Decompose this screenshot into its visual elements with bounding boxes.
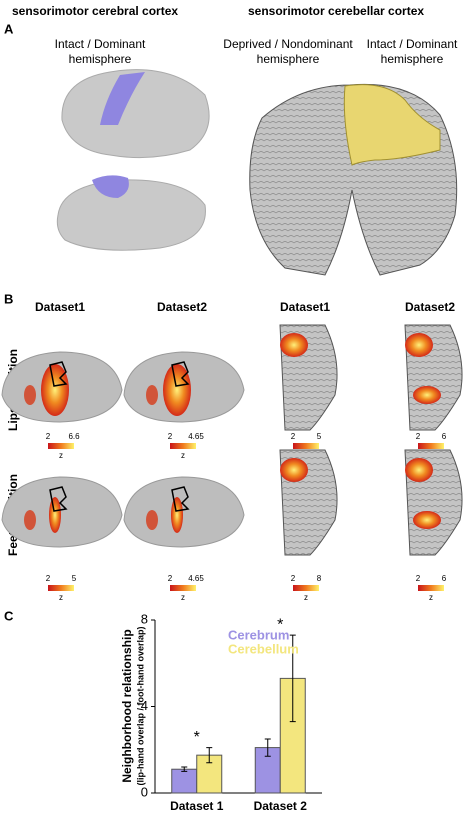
column-header: Dataset1 [280, 300, 330, 314]
colorbar [293, 585, 319, 591]
colorbar-max: 5 [317, 432, 322, 441]
colorbar-min: 2 [416, 432, 421, 441]
region-patch [92, 175, 129, 198]
activation [280, 458, 308, 482]
column-header: Dataset2 [157, 300, 207, 314]
label: hemisphere [69, 52, 132, 66]
heading: sensorimotor cerebellar cortex [248, 4, 424, 18]
activation [413, 386, 441, 404]
activation [146, 510, 158, 530]
y-tick-label: 4 [141, 698, 148, 713]
outline [171, 486, 190, 512]
column-header: Dataset2 [405, 300, 455, 314]
y-tick-label: 0 [141, 784, 148, 799]
outline [49, 486, 68, 512]
activation [163, 364, 191, 416]
label: hemisphere [381, 52, 444, 66]
region-patch [100, 72, 145, 125]
significance: * [194, 729, 200, 746]
colorbar-max: 6 [442, 574, 447, 583]
activation [24, 385, 36, 405]
y-axis-sublabel: (lip-hand overlap / foot-hand overlap) [135, 626, 145, 785]
colorbar-unit: z [59, 593, 63, 602]
activation [413, 511, 441, 529]
colorbar-min: 2 [416, 574, 421, 583]
activation [146, 385, 158, 405]
activation [405, 458, 433, 482]
error-bar [264, 738, 271, 757]
activation [405, 333, 433, 357]
x-tick-label: Dataset 1 [170, 799, 224, 813]
brain-lateral [61, 69, 210, 159]
colorbar [170, 585, 196, 591]
panel-label: B [4, 291, 13, 306]
panel-label: C [4, 608, 14, 623]
activation [171, 497, 183, 533]
colorbar-max: 6.6 [68, 432, 80, 441]
error-bar [181, 766, 188, 772]
label: hemisphere [257, 52, 320, 66]
activation [41, 364, 69, 416]
bar [171, 768, 198, 794]
significance: * [277, 616, 283, 633]
outline [49, 361, 68, 387]
colorbar-unit: z [304, 593, 308, 602]
x-tick-label: Dataset 2 [254, 799, 308, 813]
colorbar-max: 5 [72, 574, 77, 583]
error-bar [289, 634, 296, 723]
y-tick-label: 8 [141, 611, 148, 626]
label: Intact / Dominant [367, 37, 458, 51]
colorbar-unit: z [429, 593, 433, 602]
colorbar-max: 4.65 [188, 574, 204, 583]
colorbar [170, 443, 196, 449]
column-header: Dataset1 [35, 300, 85, 314]
colorbar-unit: z [181, 593, 185, 602]
colorbar-min: 2 [46, 574, 51, 583]
colorbar [48, 585, 74, 591]
colorbar [293, 443, 319, 449]
error-bar [206, 747, 213, 764]
colorbar-max: 4.65 [188, 432, 204, 441]
outline [171, 361, 190, 387]
brain-lateral [1, 476, 123, 548]
label: Deprived / Nondominant [223, 37, 353, 51]
activation [49, 497, 61, 533]
activation [280, 333, 308, 357]
colorbar-min: 2 [46, 432, 51, 441]
region-patch [343, 84, 441, 166]
colorbar-min: 2 [168, 432, 173, 441]
label: Intact / Dominant [55, 37, 146, 51]
y-axis-label: Neighborhood relationship [120, 629, 134, 782]
colorbar [418, 443, 444, 449]
colorbar-min: 2 [291, 574, 296, 583]
colorbar-max: 6 [442, 432, 447, 441]
panel-label: A [4, 21, 14, 36]
legend-entry: Cerebellum [228, 641, 299, 656]
colorbar-max: 8 [317, 574, 322, 583]
colorbar-unit: z [59, 451, 63, 460]
brain-lateral [123, 476, 245, 548]
panel-b: Dataset1Dataset2Dataset1Dataset2Lips con… [1, 300, 463, 602]
colorbar-min: 2 [168, 574, 173, 583]
colorbar-unit: z [181, 451, 185, 460]
activation [24, 510, 36, 530]
brain-medial [56, 179, 206, 251]
colorbar-min: 2 [291, 432, 296, 441]
colorbar [418, 585, 444, 591]
colorbar [48, 443, 74, 449]
legend-entry: Cerebrum [228, 627, 289, 642]
heading: sensorimotor cerebral cortex [12, 4, 178, 18]
